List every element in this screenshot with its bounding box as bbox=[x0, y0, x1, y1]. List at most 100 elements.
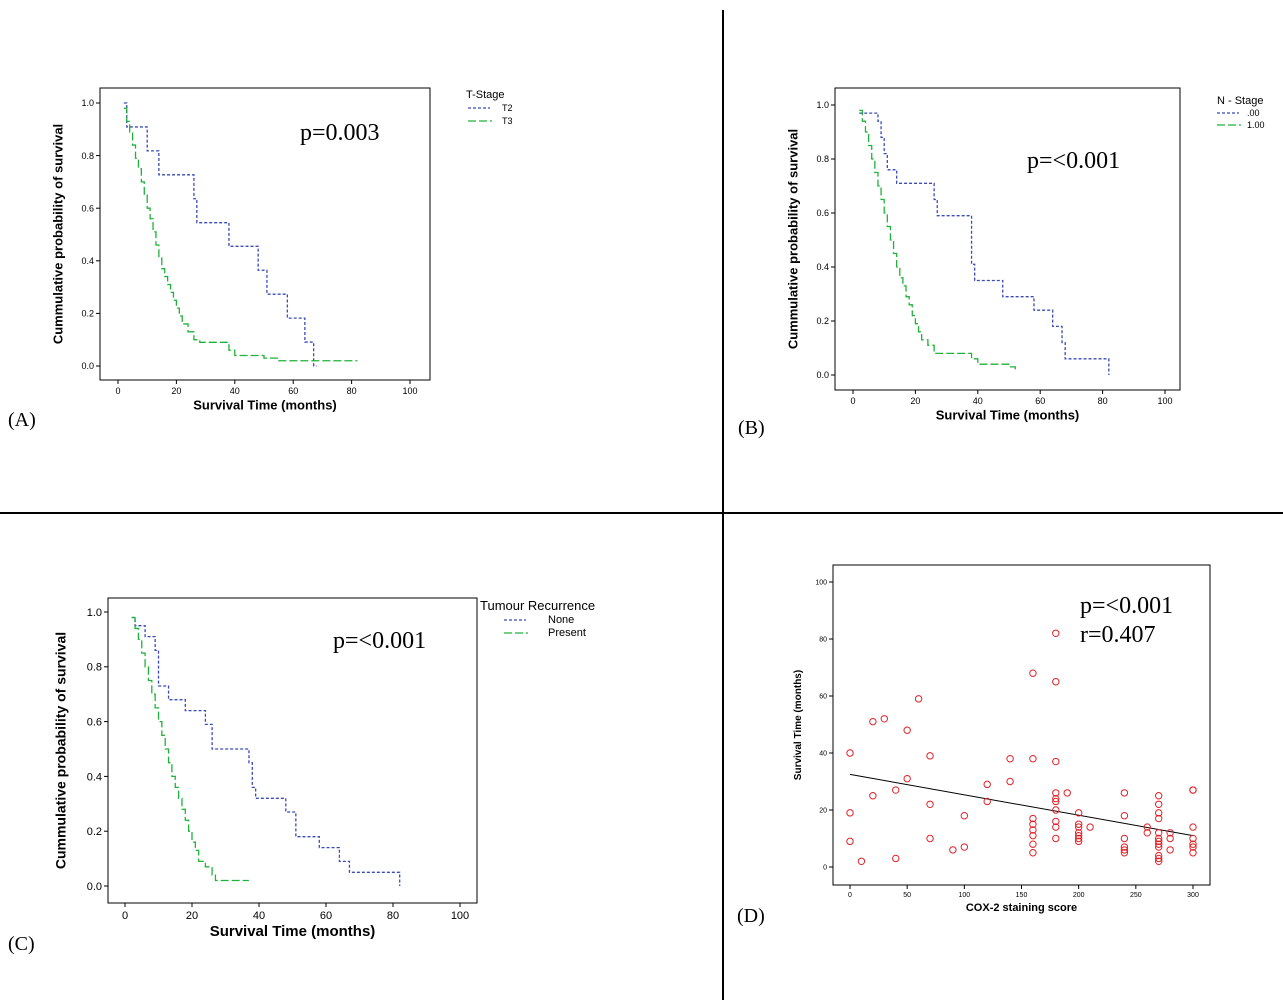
panel-label: (D) bbox=[737, 905, 765, 927]
chart-panels: 0 20 40 60 80 100 0.0 0.2 0.4 0.6 0.8 1.0 Survival T… bbox=[8, 87, 1265, 955]
x-tick-label: 200 bbox=[1073, 892, 1085, 899]
survival-curve-None bbox=[131, 616, 401, 886]
scatter-point bbox=[846, 837, 854, 846]
x-tick-label: 60 bbox=[1035, 396, 1045, 406]
y-tick-label: 0.8 bbox=[816, 154, 829, 164]
plot-frame bbox=[834, 87, 1181, 391]
x-tick-label: 100 bbox=[402, 386, 417, 396]
x-tick-label: 20 bbox=[910, 396, 920, 406]
x-tick-label: 0 bbox=[122, 910, 128, 922]
scatter-point bbox=[880, 715, 888, 723]
scatter-point bbox=[1189, 840, 1197, 848]
x-axis-title: COX-2 staining score bbox=[966, 902, 1077, 914]
scatter-point bbox=[1029, 755, 1037, 763]
scatter-point bbox=[1052, 834, 1060, 843]
y-axis-title: Cummulative probability of survival bbox=[786, 129, 801, 349]
scatter-point bbox=[1029, 831, 1037, 840]
scatter-point bbox=[892, 854, 900, 863]
scatter-point bbox=[1052, 629, 1060, 637]
chart-panel-1: 0 20 40 60 80 100 0.0 0.2 0.4 0.6 0.8 1.0 Survival T… bbox=[8, 87, 513, 431]
scatter-point bbox=[1074, 820, 1083, 828]
y-tick-label: 0.6 bbox=[816, 208, 829, 218]
legend-entry: Present bbox=[548, 627, 586, 639]
chart-panel-4: 0 50 100 150 200 250 300 0 20 40 60 80 100 COX-2 stai… bbox=[737, 564, 1211, 927]
scatter-point bbox=[1166, 846, 1174, 854]
x-tick-label: 100 bbox=[1157, 396, 1172, 406]
survival-curve-00 bbox=[859, 112, 1110, 375]
x-tick-label: 40 bbox=[230, 386, 240, 396]
scatter-point bbox=[1120, 846, 1129, 854]
panel-label: (B) bbox=[738, 417, 765, 439]
scatter-point bbox=[1029, 669, 1037, 677]
panel-label: (A) bbox=[8, 409, 36, 431]
scatter-point bbox=[1052, 678, 1060, 686]
x-tick-label: 80 bbox=[347, 386, 357, 396]
scatter-point bbox=[1086, 823, 1094, 831]
scatter-point bbox=[1074, 831, 1083, 840]
survival-curve-T2 bbox=[123, 102, 317, 367]
scatter-point bbox=[960, 843, 969, 851]
scatter-point bbox=[1155, 843, 1163, 851]
y-tick-label: 60 bbox=[819, 693, 827, 700]
scatter-point bbox=[1189, 843, 1197, 851]
y-axis-title: Survival Time (months) bbox=[793, 670, 804, 780]
p-value-annotation: p=<0.001 bbox=[333, 628, 426, 654]
y-tick-label: 0.0 bbox=[81, 361, 94, 371]
scatter-point bbox=[1074, 837, 1083, 846]
y-tick-label: 0.2 bbox=[87, 826, 102, 838]
x-tick-label: 0 bbox=[848, 892, 852, 899]
scatter-point bbox=[1143, 823, 1151, 831]
scatter-point bbox=[1166, 829, 1174, 837]
y-tick-label: 0.8 bbox=[81, 151, 94, 161]
y-tick-label: 40 bbox=[819, 750, 827, 757]
scatter-point bbox=[1063, 789, 1071, 797]
scatter-point bbox=[1052, 789, 1060, 797]
y-tick-label: 1.0 bbox=[816, 100, 829, 110]
scatter-point bbox=[1052, 823, 1060, 831]
scatter-point bbox=[857, 857, 866, 865]
y-tick-label: 0.0 bbox=[87, 881, 102, 893]
scatter-point bbox=[1074, 823, 1083, 831]
y-tick-label: 0.4 bbox=[81, 256, 94, 266]
y-tick-label: 0.2 bbox=[816, 316, 829, 326]
scatter-point bbox=[1155, 809, 1163, 817]
scatter-point bbox=[1120, 849, 1129, 857]
scatter-point bbox=[1155, 854, 1163, 863]
legend-title: N - Stage bbox=[1217, 95, 1263, 107]
scatter-point bbox=[1052, 806, 1060, 814]
scatter-point bbox=[892, 786, 900, 794]
scatter-point bbox=[983, 797, 991, 806]
x-tick-label: 80 bbox=[1098, 396, 1108, 406]
legend-entry: T3 bbox=[502, 116, 513, 126]
scatter-point bbox=[1155, 857, 1163, 865]
scatter-point bbox=[903, 774, 911, 783]
r-value-annotation: r=0.407 bbox=[1080, 622, 1156, 648]
scatter-point bbox=[1006, 755, 1014, 763]
legend-title: T-Stage bbox=[466, 89, 505, 101]
scatter-point bbox=[983, 780, 991, 789]
x-tick-label: 60 bbox=[288, 386, 298, 396]
x-axis-title: Survival Time (months) bbox=[936, 407, 1080, 422]
scatter-point bbox=[869, 792, 877, 800]
scatter-point bbox=[960, 812, 969, 820]
scatter-point bbox=[1074, 809, 1083, 817]
y-tick-label: 0.6 bbox=[81, 203, 94, 213]
x-tick-label: 250 bbox=[1130, 892, 1142, 899]
scatter-point bbox=[914, 695, 923, 703]
y-tick-label: 0.2 bbox=[81, 309, 94, 319]
x-tick-label: 50 bbox=[903, 892, 911, 899]
scatter-point bbox=[1155, 814, 1163, 823]
plot-frame bbox=[99, 87, 431, 381]
x-tick-label: 150 bbox=[1016, 892, 1028, 899]
y-tick-label: 1.0 bbox=[87, 607, 102, 619]
y-tick-label: 80 bbox=[819, 636, 827, 643]
plot-frame bbox=[107, 597, 478, 904]
legend-entry: None bbox=[548, 614, 574, 626]
y-tick-label: 0.8 bbox=[87, 662, 102, 674]
scatter-point bbox=[903, 726, 911, 734]
scatter-point bbox=[1155, 834, 1163, 843]
chart-panel-3: 0 20 40 60 80 100 0.0 0.2 0.4 0.6 0.8 1.0 Survival T… bbox=[8, 597, 595, 955]
scatter-point bbox=[926, 800, 934, 808]
survival-curve-100 bbox=[859, 109, 1016, 373]
survival-curve-T3 bbox=[123, 107, 358, 362]
